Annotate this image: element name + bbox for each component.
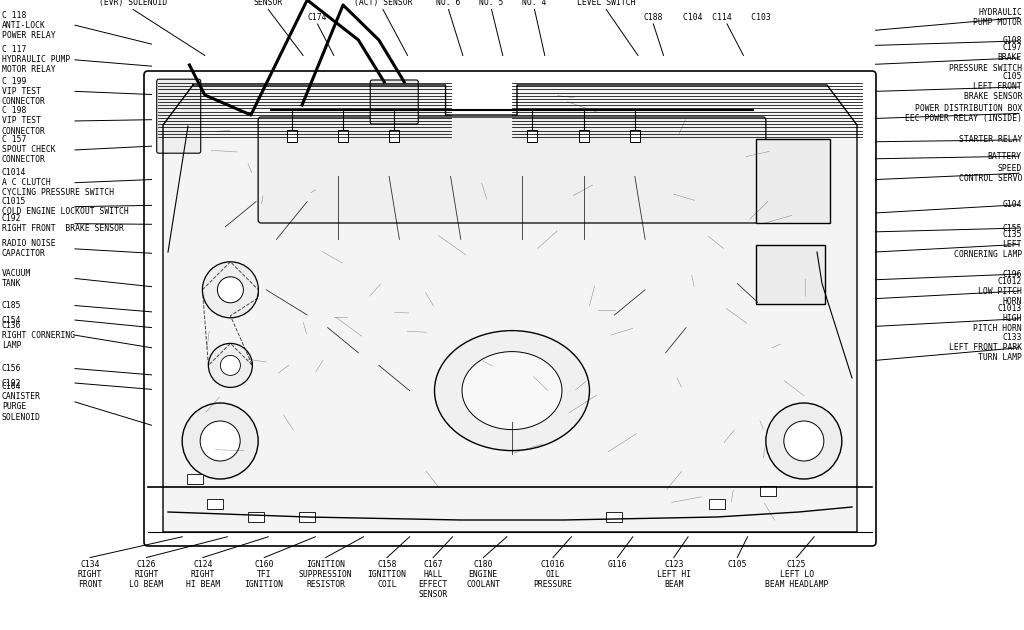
Text: C192
RIGHT FRONT  BRAKE SENSOR: C192 RIGHT FRONT BRAKE SENSOR bbox=[2, 214, 124, 233]
Bar bbox=[709, 499, 725, 509]
Text: VACUUM
TANK: VACUUM TANK bbox=[2, 269, 32, 288]
Text: C1005
FUEL
INJECTOR
NO. 5: C1005 FUEL INJECTOR NO. 5 bbox=[472, 0, 511, 8]
Text: RADIO NOISE
CAPACITOR: RADIO NOISE CAPACITOR bbox=[2, 239, 55, 258]
Text: C105: C105 bbox=[727, 559, 748, 568]
Text: C 198
VIP TEST
CONNECTOR: C 198 VIP TEST CONNECTOR bbox=[2, 106, 46, 135]
Text: HYDRAULIC
PUMP MOTOR: HYDRAULIC PUMP MOTOR bbox=[973, 8, 1022, 27]
Text: C1004
FUEL
INJECTOR
NO. 4: C1004 FUEL INJECTOR NO. 4 bbox=[515, 0, 554, 8]
FancyBboxPatch shape bbox=[157, 79, 201, 153]
Text: C197
BRAKE
PRESSURE SWITCH: C197 BRAKE PRESSURE SWITCH bbox=[949, 43, 1022, 72]
Text: SPEED
CONTROL SERVO: SPEED CONTROL SERVO bbox=[958, 164, 1022, 183]
Text: G104: G104 bbox=[1002, 200, 1022, 209]
Text: C125
LEFT LO
BEAM HEADLAMP: C125 LEFT LO BEAM HEADLAMP bbox=[765, 559, 828, 588]
Text: C180
ENGINE
COOLANT: C180 ENGINE COOLANT bbox=[466, 559, 501, 588]
FancyBboxPatch shape bbox=[258, 117, 766, 223]
Text: STARTER RELAY: STARTER RELAY bbox=[958, 135, 1022, 144]
Text: C136
RIGHT CORNERING
LAMP: C136 RIGHT CORNERING LAMP bbox=[2, 321, 75, 350]
Circle shape bbox=[209, 343, 252, 387]
Bar bbox=[248, 512, 264, 522]
Bar bbox=[299, 512, 315, 522]
Circle shape bbox=[203, 262, 258, 318]
Ellipse shape bbox=[462, 352, 562, 430]
Text: C158
IGNITION
COIL: C158 IGNITION COIL bbox=[368, 559, 407, 588]
Text: C1014
A C CLUTCH
CYCLING PRESSURE SWITCH: C1014 A C CLUTCH CYCLING PRESSURE SWITCH bbox=[2, 168, 114, 197]
Text: C133
LEFT FRONT PARK
TURN LAMP: C133 LEFT FRONT PARK TURN LAMP bbox=[949, 333, 1022, 362]
Text: G116: G116 bbox=[607, 559, 628, 568]
Text: C124
RIGHT
HI BEAM: C124 RIGHT HI BEAM bbox=[185, 559, 220, 588]
Text: C135
LEFT
CORNERING LAMP: C135 LEFT CORNERING LAMP bbox=[953, 230, 1022, 259]
Text: BATTERY: BATTERY bbox=[988, 152, 1022, 161]
Text: C192: C192 bbox=[2, 379, 22, 387]
Bar bbox=[760, 486, 776, 496]
Text: C174: C174 bbox=[307, 13, 328, 22]
Text: C196: C196 bbox=[1002, 270, 1022, 278]
Text: C155: C155 bbox=[1002, 224, 1022, 232]
Text: G108: G108 bbox=[1002, 37, 1022, 45]
Text: C 199
VIP TEST
CONNECTOR: C 199 VIP TEST CONNECTOR bbox=[2, 77, 46, 106]
Text: C160
TFI
IGNITION: C160 TFI IGNITION bbox=[245, 559, 284, 588]
Text: C123
LEFT HI
BEAM: C123 LEFT HI BEAM bbox=[656, 559, 691, 588]
Bar bbox=[186, 474, 203, 484]
Text: C181
AIR CHARGE
TEMPERATURE
(ACT) SENSOR: C181 AIR CHARGE TEMPERATURE (ACT) SENSOR bbox=[353, 0, 413, 8]
Text: C 118
ANTI-LOCK
POWER RELAY: C 118 ANTI-LOCK POWER RELAY bbox=[2, 11, 55, 40]
Bar bbox=[606, 512, 623, 522]
Text: C167
HALL
EFFECT
SENSOR: C167 HALL EFFECT SENSOR bbox=[419, 559, 447, 598]
Circle shape bbox=[217, 277, 244, 303]
Text: C116
BRAKE FLUID
LEVEL SWITCH: C116 BRAKE FLUID LEVEL SWITCH bbox=[577, 0, 636, 8]
Circle shape bbox=[783, 421, 824, 461]
Text: C1006
FUEL
INJECTOR
NO. 6: C1006 FUEL INJECTOR NO. 6 bbox=[429, 0, 468, 8]
Circle shape bbox=[220, 355, 241, 375]
Text: C1012
LOW PITCH
HORN: C1012 LOW PITCH HORN bbox=[978, 277, 1022, 306]
Text: C188: C188 bbox=[643, 13, 664, 22]
Text: C1013
HIGH
PITCH HORN: C1013 HIGH PITCH HORN bbox=[973, 304, 1022, 333]
Bar bbox=[527, 130, 538, 142]
Circle shape bbox=[766, 403, 842, 479]
Text: C185: C185 bbox=[2, 301, 22, 310]
Text: C134
RIGHT
FRONT: C134 RIGHT FRONT bbox=[78, 559, 102, 588]
Bar bbox=[630, 130, 640, 142]
Text: C164
CANISTER
PURGE
SOLENOID: C164 CANISTER PURGE SOLENOID bbox=[2, 382, 41, 421]
Ellipse shape bbox=[434, 331, 590, 450]
Text: C154: C154 bbox=[2, 316, 22, 324]
FancyBboxPatch shape bbox=[144, 71, 876, 546]
Bar bbox=[389, 130, 399, 142]
Bar bbox=[287, 130, 297, 142]
Text: C165
EGR VACUUM
REGULATOR
(EVR) SOLENOID: C165 EGR VACUUM REGULATOR (EVR) SOLENOID bbox=[99, 0, 167, 8]
FancyBboxPatch shape bbox=[371, 80, 418, 124]
Circle shape bbox=[182, 403, 258, 479]
Text: IGNITION
SUPPRESSION
RESISTOR: IGNITION SUPPRESSION RESISTOR bbox=[299, 559, 352, 588]
Text: C1016
OIL
PRESSURE: C1016 OIL PRESSURE bbox=[534, 559, 572, 588]
Text: POWER DISTRIBUTION BOX
EEC POWER RELAY (INSIDE): POWER DISTRIBUTION BOX EEC POWER RELAY (… bbox=[905, 104, 1022, 123]
Text: C105
LEFT FRONT
BRAKE SENSOR: C105 LEFT FRONT BRAKE SENSOR bbox=[964, 72, 1022, 101]
Text: C126
RIGHT
LO BEAM: C126 RIGHT LO BEAM bbox=[129, 559, 164, 588]
Circle shape bbox=[200, 421, 241, 461]
Text: C182
PFE
SENSOR: C182 PFE SENSOR bbox=[254, 0, 283, 8]
FancyBboxPatch shape bbox=[756, 139, 829, 222]
Text: C104  C114    C103: C104 C114 C103 bbox=[683, 13, 771, 22]
Bar bbox=[579, 130, 589, 142]
FancyBboxPatch shape bbox=[756, 246, 824, 304]
Text: C1015
COLD ENGINE LOCKOUT SWITCH: C1015 COLD ENGINE LOCKOUT SWITCH bbox=[2, 197, 129, 216]
Text: C 117
HYDRAULIC PUMP
MOTOR RELAY: C 117 HYDRAULIC PUMP MOTOR RELAY bbox=[2, 45, 71, 74]
Text: C156: C156 bbox=[2, 364, 22, 373]
Bar bbox=[338, 130, 348, 142]
Polygon shape bbox=[163, 85, 857, 532]
Bar bbox=[207, 499, 223, 509]
Text: C 157
SPOUT CHECK
CONNECTOR: C 157 SPOUT CHECK CONNECTOR bbox=[2, 135, 55, 164]
